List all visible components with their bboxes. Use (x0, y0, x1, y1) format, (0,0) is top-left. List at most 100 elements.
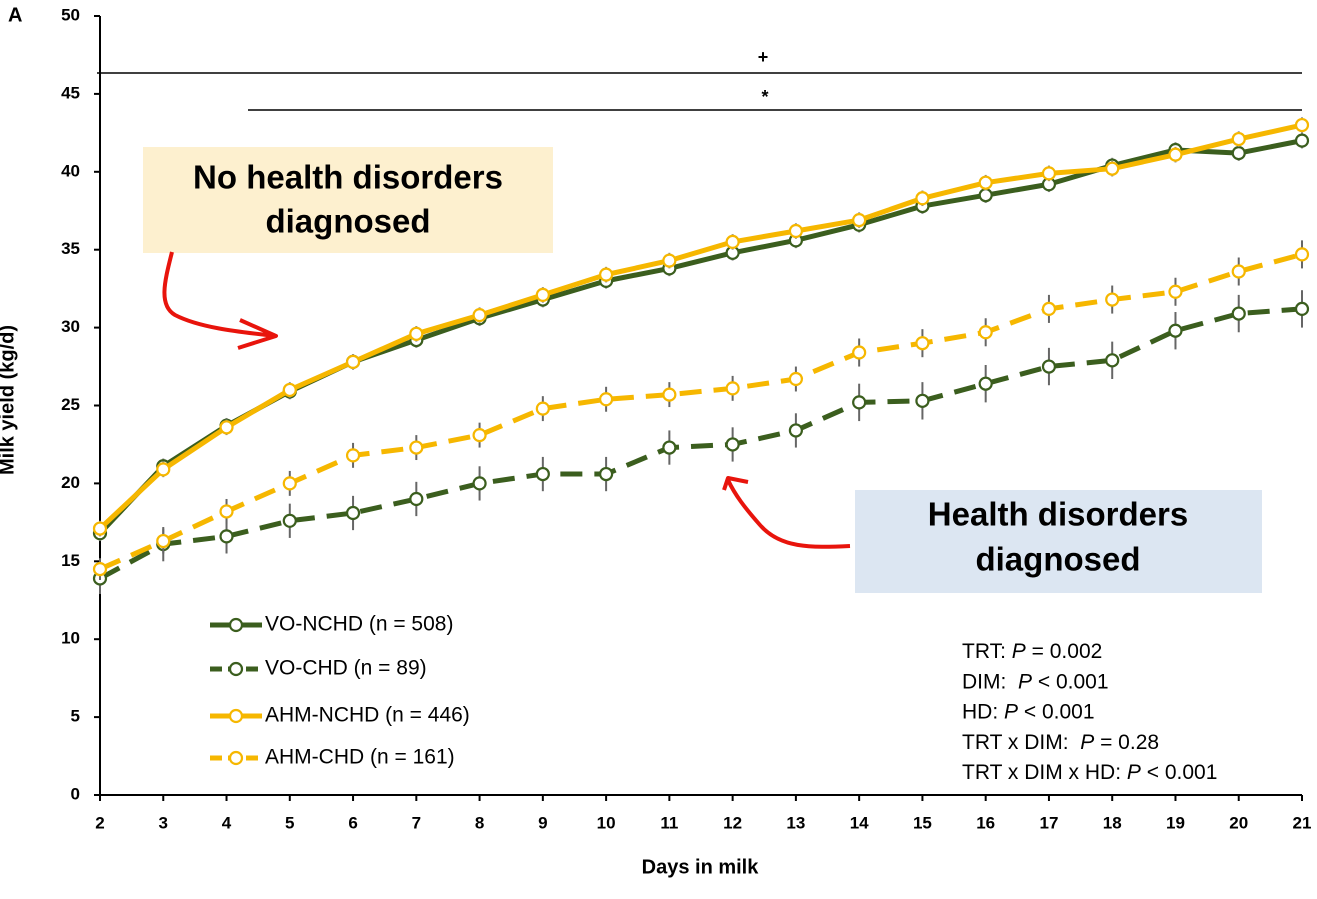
stats-text: DIM: (962, 670, 1018, 693)
data-point (1231, 306, 1246, 321)
callout-text: diagnosed (265, 203, 430, 240)
y-tick-label: 25 (61, 395, 80, 414)
y-tick-label: 45 (61, 83, 80, 102)
data-point (409, 326, 424, 341)
stats-text: TRT: (962, 640, 1012, 663)
x-tick-label: 12 (723, 813, 742, 832)
data-point (219, 529, 234, 544)
stats-line: HD: P < 0.001 (962, 700, 1095, 723)
data-point (1294, 117, 1310, 133)
stats-text: < 0.001 (1018, 700, 1094, 723)
x-tick-label: 19 (1166, 813, 1185, 832)
data-point (282, 476, 297, 491)
data-point (915, 393, 930, 408)
data-point (219, 504, 234, 519)
data-point (662, 387, 677, 402)
data-point (1168, 147, 1183, 162)
data-point (662, 253, 677, 268)
data-point (852, 395, 867, 410)
data-point (788, 371, 803, 387)
data-point (472, 476, 487, 491)
stats-text: < 0.001 (1141, 761, 1217, 784)
data-point (978, 376, 993, 391)
series-line (98, 122, 1303, 531)
x-tick-label: 4 (222, 813, 232, 832)
legend-label: AHM-CHD (n = 161) (265, 746, 455, 769)
y-tick-label: 15 (61, 551, 80, 570)
legend-label: VO-CHD (n = 89) (265, 657, 427, 680)
data-point (345, 505, 361, 521)
x-tick-label: 9 (538, 813, 547, 832)
data-point (1168, 284, 1183, 299)
data-point (1105, 353, 1120, 368)
data-point (409, 491, 424, 507)
x-tick-label: 3 (159, 813, 168, 832)
data-point (345, 448, 361, 463)
stats-text: TRT x DIM: (962, 730, 1080, 753)
stats-text: P (1018, 670, 1032, 693)
stats-text: TRT x DIM x HD: (962, 761, 1127, 784)
stats-text: = 0.28 (1094, 730, 1159, 753)
data-point (219, 420, 234, 435)
data-point (599, 392, 614, 407)
stats-text: P (1012, 640, 1026, 663)
data-point (156, 462, 171, 477)
y-tick-label: 10 (61, 629, 80, 648)
callout-text: Health disorders (928, 496, 1188, 533)
callout-arrow (162, 251, 278, 350)
series-line (98, 251, 1303, 572)
data-point (1105, 292, 1120, 307)
stats-line: DIM: P < 0.001 (962, 670, 1109, 693)
data-point (852, 212, 867, 228)
callout-text: diagnosed (975, 541, 1140, 578)
data-point (725, 381, 740, 396)
data-point (1294, 133, 1310, 148)
stats-text: P (1080, 730, 1094, 753)
stats-line: TRT x DIM: P = 0.28 (962, 730, 1159, 753)
data-point (599, 466, 614, 482)
x-tick-label: 10 (597, 813, 616, 832)
data-point (535, 466, 550, 482)
legend-label: VO-NCHD (n = 508) (265, 613, 453, 636)
x-tick-label: 21 (1293, 813, 1312, 832)
panel-label: A (8, 4, 22, 26)
y-tick-label: 35 (61, 239, 80, 258)
x-tick-label: 7 (412, 813, 421, 832)
data-point (472, 308, 487, 323)
y-tick-label: 30 (61, 317, 80, 336)
x-tick-label: 17 (1039, 813, 1058, 832)
stats-text: P (1004, 700, 1018, 723)
data-point (1041, 301, 1057, 317)
data-point (725, 234, 740, 250)
data-point (1294, 301, 1310, 317)
data-point (978, 188, 993, 203)
data-point (915, 336, 930, 351)
legend-marker (228, 661, 244, 677)
data-point (1294, 247, 1310, 262)
stats-text: HD: (962, 700, 1004, 723)
data-point (978, 175, 993, 190)
data-point (345, 354, 361, 369)
data-point (409, 440, 424, 455)
y-tick-label: 50 (61, 5, 80, 24)
stats-line: TRT x DIM x HD: P < 0.001 (962, 761, 1217, 784)
x-tick-label: 18 (1103, 813, 1122, 832)
y-tick-label: 20 (61, 473, 80, 492)
stats-text: < 0.001 (1032, 670, 1108, 693)
y-tick-label: 5 (71, 707, 80, 726)
data-point (1231, 146, 1246, 161)
callout-box (143, 147, 553, 253)
data-point (282, 513, 297, 528)
data-point (1105, 161, 1120, 176)
data-point (1231, 131, 1246, 147)
data-point (472, 428, 487, 443)
y-axis-label: Milk yield (kg/d) (0, 325, 18, 475)
x-tick-label: 11 (660, 813, 678, 832)
x-tick-label: 16 (976, 813, 995, 832)
legend-marker (228, 708, 244, 724)
legend-marker (228, 750, 244, 766)
data-point (788, 223, 803, 239)
y-tick-label: 40 (61, 161, 80, 180)
x-tick-label: 15 (913, 813, 932, 832)
